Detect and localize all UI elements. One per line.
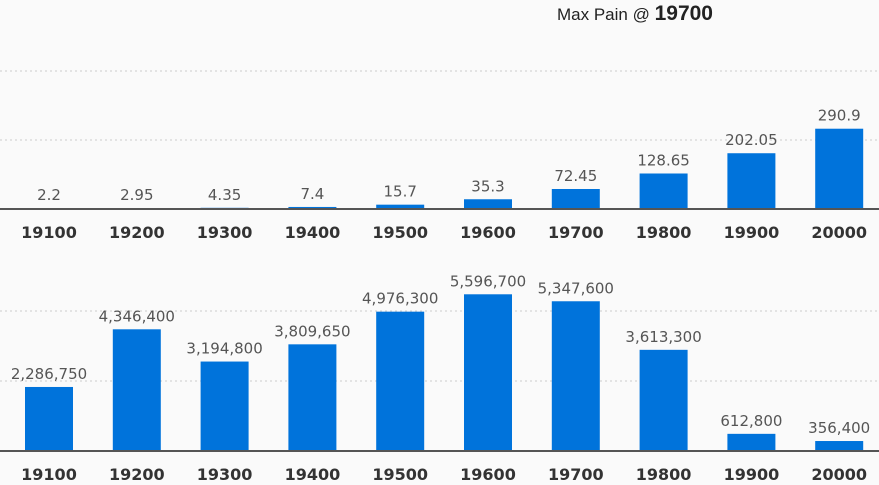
x-tick-label: 19600: [460, 465, 516, 484]
bar: [639, 173, 688, 209]
x-tick-label: 19900: [724, 223, 780, 242]
bar: [551, 301, 600, 451]
x-tick-label: 19700: [548, 465, 604, 484]
x-tick-label: 19200: [109, 465, 165, 484]
bar: [727, 433, 776, 451]
data-label: 2,286,750: [11, 365, 87, 383]
data-label: 15.7: [383, 183, 416, 201]
data-label: 4,976,300: [362, 290, 438, 308]
bar: [551, 189, 600, 209]
data-label: 5,347,600: [538, 279, 614, 297]
bar: [815, 128, 864, 209]
data-label: 5,596,700: [450, 272, 526, 290]
data-label: 2.95: [120, 186, 153, 204]
data-label: 128.65: [637, 151, 690, 169]
x-tick-label: 19100: [21, 465, 77, 484]
bar: [200, 361, 249, 451]
bar: [112, 329, 161, 451]
data-label: 4.35: [208, 186, 241, 204]
data-label: 290.9: [818, 107, 861, 125]
data-label: 3,194,800: [186, 340, 262, 358]
bar: [288, 206, 337, 209]
x-tick-label: 19300: [197, 465, 253, 484]
x-tick-label: 19100: [21, 223, 77, 242]
data-label: 2.2: [37, 186, 61, 204]
data-label: 612,800: [720, 412, 782, 430]
x-tick-label: 19300: [197, 223, 253, 242]
data-label: 4,346,400: [99, 307, 175, 325]
x-tick-label: 19500: [372, 223, 428, 242]
bar: [288, 344, 337, 451]
x-tick-label: 19900: [724, 465, 780, 484]
x-tick-label: 19400: [285, 465, 341, 484]
data-label: 3,809,650: [274, 322, 350, 340]
bar: [25, 386, 73, 451]
bar: [639, 349, 688, 451]
x-tick-label: 19800: [636, 465, 692, 484]
bar: [727, 153, 776, 209]
data-label: 202.05: [725, 131, 778, 149]
x-tick-label: 19200: [109, 223, 165, 242]
x-tick-label: 19400: [285, 223, 341, 242]
data-label: 35.3: [471, 177, 504, 195]
data-label: 3,613,300: [625, 328, 701, 346]
x-tick-label: 20000: [811, 223, 867, 242]
bar: [464, 199, 512, 209]
bar: [815, 441, 864, 451]
bar: [376, 204, 425, 209]
max-pain-title: Max Pain @ 19700: [557, 2, 713, 26]
bar: [464, 294, 512, 451]
data-label: 7.4: [300, 185, 324, 203]
bar: [376, 311, 425, 451]
max-pain-label: Max Pain @: [557, 5, 650, 24]
x-tick-label: 19600: [460, 223, 516, 242]
data-label: 72.45: [554, 167, 597, 185]
x-tick-label: 20000: [811, 465, 867, 484]
data-label: 356,400: [808, 419, 870, 437]
x-tick-label: 19700: [548, 223, 604, 242]
x-tick-label: 19800: [636, 223, 692, 242]
x-tick-label: 19500: [372, 465, 428, 484]
max-pain-value: 19700: [654, 2, 713, 25]
